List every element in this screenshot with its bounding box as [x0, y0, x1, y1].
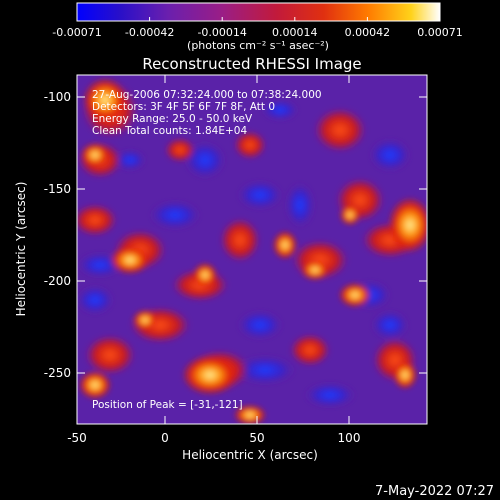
annotation-time: 27-Aug-2006 07:32:24.000 to 07:38:24.000	[92, 89, 322, 101]
annotation-counts: Clean Total counts: 1.84E+04	[92, 125, 247, 137]
y-tick-label: -200	[44, 274, 71, 288]
x-axis-ticks	[76, 75, 350, 424]
x-tick-label: -50	[67, 431, 87, 445]
x-axis-label: Heliocentric X (arcsec)	[182, 448, 318, 462]
annotation-energy: Energy Range: 25.0 - 50.0 keV	[92, 113, 253, 125]
colorbar-ticks	[76, 17, 441, 21]
image-title: Reconstructed RHESSI Image	[142, 55, 361, 73]
colorbar-tick-label: -0.00042	[125, 26, 174, 39]
reconstructed-image	[77, 75, 427, 424]
plot-frame	[76, 74, 428, 425]
colorbar-tick-label: 0.00014	[272, 26, 318, 39]
x-tick-label: 50	[249, 431, 264, 445]
annotation-detectors: Detectors: 3F 4F 5F 6F 7F 8F, Att 0	[92, 101, 275, 113]
colorbar-tick-label: 0.00071	[417, 26, 463, 39]
y-tick-label: -100	[44, 90, 71, 104]
colorbar-units: (photons cm⁻² s⁻¹ asec⁻²)	[187, 39, 329, 52]
colorbar-tick-label: -0.00071	[52, 26, 101, 39]
y-tick-label: -250	[44, 366, 71, 380]
peak-position-label: Position of Peak = [-31,-121]	[92, 399, 243, 411]
x-tick-label: 100	[338, 431, 361, 445]
y-axis-label: Heliocentric Y (arcsec)	[14, 182, 28, 317]
y-tick-label: -150	[44, 182, 71, 196]
x-tick-label: 0	[161, 431, 169, 445]
colorbar	[76, 2, 441, 22]
y-axis-ticks	[77, 96, 427, 374]
timestamp: 7-May-2022 07:27	[375, 484, 494, 499]
colorbar-tick-label: 0.00042	[345, 26, 391, 39]
colorbar-tick-label: -0.00014	[197, 26, 246, 39]
